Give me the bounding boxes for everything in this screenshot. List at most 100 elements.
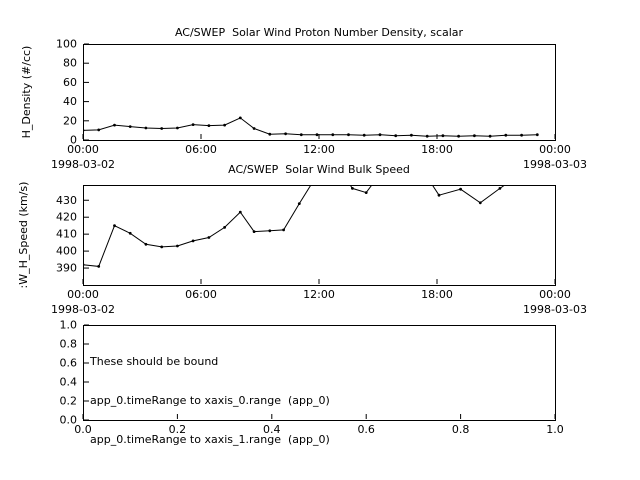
x-tick-label: 06:00 [185,288,217,301]
x-tick-label: 00:00 [67,288,99,301]
annotation-line-3: app_0.timeRange to xaxis_1.range (app_0) [90,433,330,446]
x-tick-label: 06:00 [185,143,217,156]
data-point-marker [314,177,317,180]
plot1-title: AC/SWEP Solar Wind Proton Number Density… [174,26,464,39]
data-point-marker [191,239,195,243]
y-tick-label: 0.0 [60,414,78,427]
x-tick-label: 0.0 [74,423,92,436]
data-point-marker [520,133,523,137]
data-point-marker [478,201,482,205]
data-point-marker [299,133,303,137]
data-point-marker [459,187,462,191]
data-point-marker [315,133,319,137]
y-tick-label: 0.8 [60,338,78,351]
x-tick-label: 0.6 [357,423,375,436]
y-tick-label: 20 [63,114,77,127]
plot1-xaxis-start-date: 1998-03-02 [51,158,115,171]
data-point-marker [488,134,492,138]
data-point-marker [207,124,211,127]
x-tick-label: 12:00 [303,288,335,301]
data-point-marker [113,123,116,127]
data-point-marker [160,127,164,130]
x-tick-label: 18:00 [421,288,453,301]
data-point-marker [113,224,116,228]
x-tick-label: 0.4 [263,423,281,436]
y-tick-label: 60 [63,76,77,89]
series-line [83,117,538,137]
y-tick-label: 80 [63,57,77,70]
data-point-marker [441,134,445,138]
y-tick-label: 430 [56,194,77,207]
data-point-marker [176,126,179,130]
x-tick-label: 18:00 [421,143,453,156]
data-point-marker [347,133,350,137]
annotation-line-2: app_0.timeRange to xaxis_0.range (app_0) [90,394,330,407]
plot1-frame[interactable] [83,44,556,141]
plot2-series [83,177,506,268]
data-point-marker [97,265,101,268]
data-point-marker [83,263,85,267]
plot2-ylabel: :W_H_Speed (km/s) [17,181,30,289]
data-point-marker [425,134,429,138]
data-point-marker [410,133,413,137]
plot2-xaxis-start-date: 1998-03-02 [51,303,115,316]
data-point-marker [160,245,164,249]
data-point-marker [207,236,211,239]
data-point-marker [144,126,148,130]
x-tick-label: 00:00 [539,143,571,156]
data-point-marker [268,229,272,233]
plot1-xaxis-end-date: 1998-03-03 [523,158,587,171]
data-point-marker [128,231,132,235]
data-point-marker [83,129,85,132]
plot3-frame[interactable] [83,325,556,421]
y-tick-label: 1.0 [60,319,78,332]
data-point-marker [223,226,227,229]
y-tick-label: 0.4 [60,376,78,389]
data-point-marker [473,134,476,138]
data-point-marker [535,133,539,137]
data-point-marker [284,132,287,136]
data-point-marker [223,123,227,127]
y-tick-label: 0 [70,134,77,147]
binding-annotations: These should be bound app_0.timeRange to… [90,329,330,472]
data-point-marker [144,242,148,246]
data-point-marker [331,133,335,137]
data-point-marker [457,134,460,138]
x-tick-label: 0.8 [452,423,470,436]
data-point-marker [128,125,132,128]
data-point-marker [394,134,398,138]
data-point-marker [252,230,256,234]
y-tick-label: 400 [56,245,77,258]
plot2-title: AC/SWEP Solar Wind Bulk Speed [228,163,410,176]
y-tick-label: 0.2 [60,395,78,408]
series-line [83,185,506,267]
data-point-marker [437,193,441,197]
plot2-xaxis-end-date: 1998-03-03 [523,303,587,316]
annotation-line-1: These should be bound [90,355,219,368]
y-tick-label: 0.6 [60,357,78,370]
y-tick-label: 40 [63,95,77,108]
data-point-marker [351,187,354,190]
data-point-marker [176,244,179,248]
x-tick-label: 00:00 [67,143,99,156]
data-point-marker [97,128,101,132]
data-point-marker [191,123,195,126]
y-tick-label: 100 [56,38,77,51]
plot1-series [83,116,539,138]
data-point-marker [362,133,366,137]
y-tick-label: 410 [56,228,77,241]
x-tick-label: 0.2 [169,423,187,436]
data-point-marker [252,127,256,130]
data-point-marker [268,132,272,136]
plot2-frame[interactable] [83,185,556,286]
data-point-marker [504,133,508,137]
x-tick-label: 12:00 [303,143,335,156]
y-tick-label: 420 [56,211,77,224]
x-tick-label: 00:00 [539,288,571,301]
data-point-marker [364,191,368,195]
data-point-marker [238,116,242,120]
data-point-marker [378,133,382,137]
data-point-marker [238,210,242,214]
